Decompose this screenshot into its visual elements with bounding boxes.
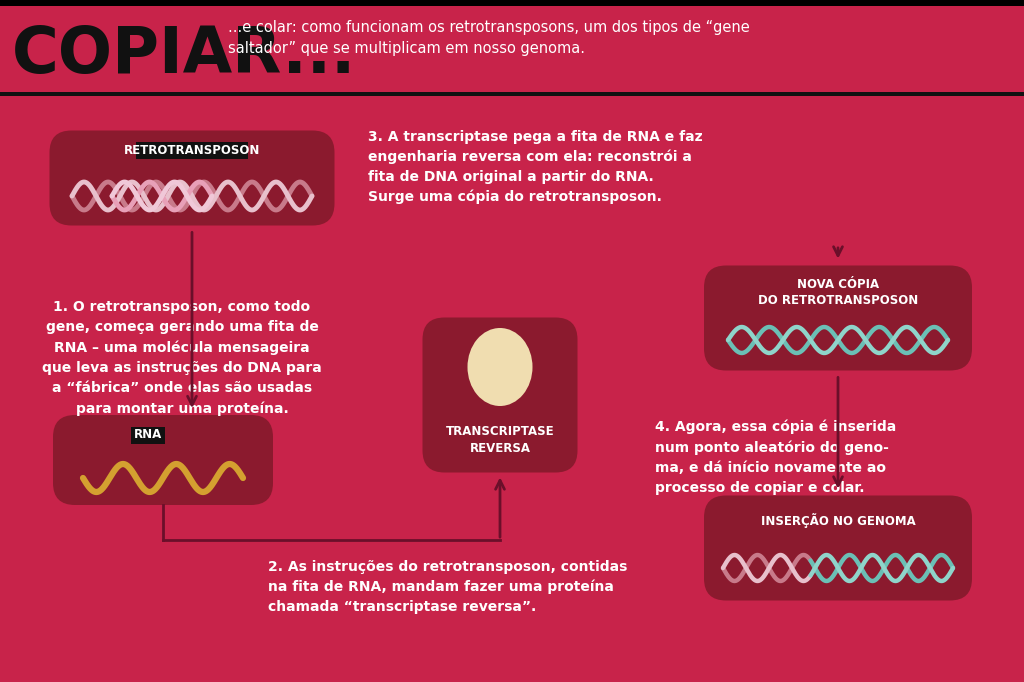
Text: 3. A transcriptase pega a fita de RNA e faz
engenharia reversa com ela: reconstr: 3. A transcriptase pega a fita de RNA e … (368, 130, 702, 204)
Bar (131, 426, 165, 443)
Bar (0, 0, 1024, 6)
Bar (0, 92, 1024, 96)
Bar (0, 0, 1024, 95)
Text: RNA: RNA (134, 428, 162, 441)
FancyBboxPatch shape (423, 318, 578, 473)
FancyBboxPatch shape (53, 415, 273, 505)
FancyBboxPatch shape (705, 496, 972, 600)
Text: TRANSCRIPTASE
REVERSA: TRANSCRIPTASE REVERSA (445, 425, 554, 455)
Text: 1. O retrotransposon, como todo
gene, começa gerando uma fita de
RNA – uma moléc: 1. O retrotransposon, como todo gene, co… (42, 300, 322, 416)
Text: 2. As instruções do retrotransposon, contidas
na fita de RNA, mandam fazer uma p: 2. As instruções do retrotransposon, con… (268, 560, 628, 614)
Text: INSERÇÃO NO GENOMA: INSERÇÃO NO GENOMA (761, 512, 915, 527)
Bar (136, 141, 248, 158)
FancyBboxPatch shape (49, 130, 335, 226)
Text: COPIAR...: COPIAR... (12, 24, 356, 86)
Ellipse shape (468, 328, 532, 406)
FancyBboxPatch shape (705, 265, 972, 370)
Text: 4. Agora, essa cópia é inserida
num ponto aleatório do geno-
ma, e dá início nov: 4. Agora, essa cópia é inserida num pont… (655, 420, 896, 495)
Text: ...e colar: como funcionam os retrotransposons, um dos tipos de “gene
saltador” : ...e colar: como funcionam os retrotrans… (228, 20, 750, 56)
Text: NOVA CÓPIA
DO RETROTRANSPOSON: NOVA CÓPIA DO RETROTRANSPOSON (758, 278, 919, 306)
Text: RETROTRANSPOSON: RETROTRANSPOSON (124, 143, 260, 156)
